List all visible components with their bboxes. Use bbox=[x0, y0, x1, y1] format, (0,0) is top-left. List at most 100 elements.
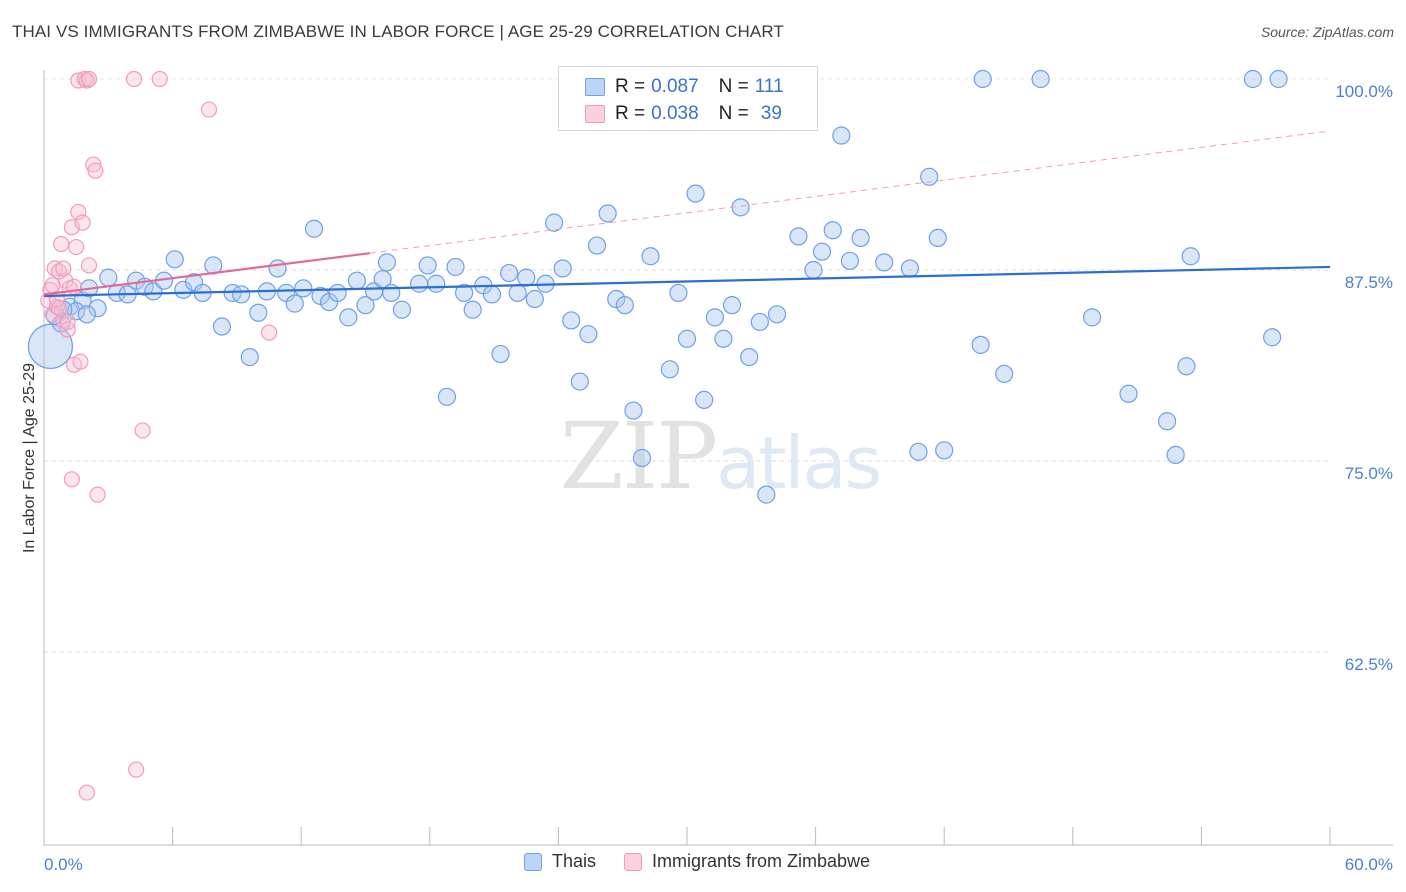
legend-r-value-thais: 0.087 bbox=[651, 76, 699, 97]
thais-point bbox=[686, 184, 705, 203]
thais-point bbox=[482, 285, 502, 304]
thais-point bbox=[660, 360, 679, 379]
x-tick-label: 0.0% bbox=[44, 855, 83, 874]
zimbabwe-point bbox=[50, 300, 68, 317]
thais-point bbox=[562, 311, 581, 330]
zimbabwe-point bbox=[125, 70, 143, 88]
thais-point bbox=[1269, 69, 1288, 89]
thais-point bbox=[1181, 247, 1200, 266]
trend-lines bbox=[43, 130, 1331, 298]
zimbabwe-trend-extension bbox=[369, 130, 1331, 254]
y-tick-label: 100.0% bbox=[1335, 82, 1393, 101]
legend-row-zimbabwe: R = 0.038 N = 39 bbox=[585, 102, 782, 126]
zimbabwe-point bbox=[80, 70, 98, 88]
legend-swatch-thais bbox=[585, 78, 605, 96]
thais-point bbox=[500, 263, 519, 283]
thais-point bbox=[99, 268, 118, 287]
legend-r-label: R = bbox=[615, 103, 646, 124]
thais-point bbox=[909, 442, 928, 461]
thais-point bbox=[900, 259, 920, 278]
zimbabwe-point bbox=[53, 235, 70, 253]
thais-point bbox=[587, 236, 607, 255]
zimbabwe-point bbox=[55, 260, 72, 277]
thais-point bbox=[695, 390, 714, 409]
thais-point bbox=[832, 126, 851, 145]
thais-point bbox=[757, 485, 776, 504]
thais-point bbox=[377, 253, 397, 272]
thais-point bbox=[249, 303, 268, 322]
thais-point bbox=[570, 372, 589, 391]
thais-point bbox=[427, 274, 446, 293]
zimbabwe-point bbox=[63, 471, 80, 488]
thais-point bbox=[851, 228, 870, 248]
legend-item-thais[interactable]: Thais bbox=[524, 851, 596, 872]
thais-point bbox=[1082, 308, 1102, 327]
thais-point bbox=[731, 198, 750, 217]
legend-r-value-zimbabwe: 0.038 bbox=[651, 103, 699, 124]
thais-point bbox=[268, 259, 287, 278]
zimbabwe-point bbox=[68, 238, 85, 256]
y-tick-labels: 62.5% 75.0% 87.5% 100.0% bbox=[1335, 82, 1393, 674]
thais-point bbox=[285, 294, 304, 313]
chart-title: THAI VS IMMIGRANTS FROM ZIMBABWE IN LABO… bbox=[12, 22, 784, 41]
thais-point bbox=[27, 323, 74, 369]
thais-point bbox=[294, 279, 313, 298]
thais-point bbox=[144, 282, 163, 301]
zimbabwe-trend-line bbox=[43, 252, 370, 296]
thais-point bbox=[677, 329, 697, 348]
thais-point bbox=[935, 441, 954, 460]
thais-point bbox=[804, 260, 823, 280]
axes bbox=[43, 70, 1393, 846]
thais-point bbox=[392, 300, 412, 319]
legend-label-thais: Thais bbox=[552, 851, 597, 871]
thais-point bbox=[328, 283, 347, 303]
thais-point bbox=[669, 283, 688, 303]
thais-point bbox=[1263, 328, 1282, 347]
thais-point bbox=[598, 204, 617, 223]
legend-swatch-zimbabwe bbox=[585, 105, 605, 123]
grid-lines bbox=[44, 78, 1330, 653]
thais-point bbox=[88, 299, 107, 318]
thais-point bbox=[705, 308, 724, 327]
legend-r-label: R = bbox=[615, 76, 646, 97]
thais-point bbox=[995, 364, 1014, 384]
thais-point bbox=[437, 387, 457, 406]
zimbabwe-point bbox=[260, 324, 278, 341]
thais-point bbox=[973, 69, 992, 89]
thais-point bbox=[347, 271, 367, 290]
legend-n-value-zimbabwe: 39 bbox=[760, 103, 782, 124]
thais-point bbox=[632, 448, 652, 468]
zimbabwe-point bbox=[87, 162, 104, 179]
thais-point bbox=[714, 329, 733, 348]
zimbabwe-point bbox=[200, 101, 218, 118]
thais-point bbox=[525, 289, 544, 309]
legend-swatch-thais bbox=[524, 852, 542, 871]
thais-point bbox=[615, 296, 634, 315]
thais-point bbox=[767, 305, 787, 324]
thais-point bbox=[304, 219, 324, 238]
thais-point bbox=[971, 335, 990, 354]
thais-point bbox=[454, 283, 474, 303]
thais-point bbox=[875, 253, 894, 272]
thais-point bbox=[356, 296, 375, 315]
thais-point bbox=[1177, 357, 1196, 376]
thais-point bbox=[446, 257, 465, 277]
thais-trend-line bbox=[43, 265, 1331, 298]
thais-point bbox=[823, 221, 842, 240]
thais-point bbox=[722, 296, 742, 315]
y-tick-label: 75.0% bbox=[1345, 464, 1393, 483]
legend-item-zimbabwe[interactable]: Immigrants from Zimbabwe bbox=[624, 851, 870, 872]
zimbabwe-point bbox=[74, 214, 91, 231]
zimbabwe-points bbox=[40, 70, 278, 801]
thais-point bbox=[517, 268, 536, 287]
thais-point bbox=[624, 401, 643, 420]
zimbabwe-point bbox=[44, 277, 61, 294]
zimbabwe-point bbox=[59, 313, 76, 331]
legend-n-label: N = bbox=[718, 76, 749, 97]
zimbabwe-point bbox=[151, 70, 168, 88]
thais-point bbox=[418, 256, 437, 275]
thais-point bbox=[491, 344, 510, 364]
thais-point bbox=[212, 317, 231, 336]
thais-point bbox=[545, 213, 564, 232]
